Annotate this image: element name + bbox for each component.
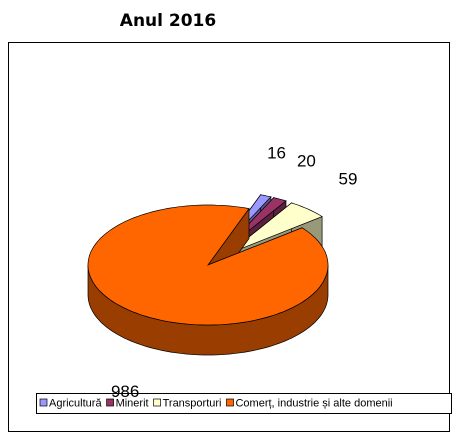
legend-box [36,393,452,414]
data-label: 986 [111,382,139,401]
legend-swatch [153,398,161,407]
legend-swatch [106,398,114,407]
legend-swatch [226,398,234,407]
legend-swatch [39,398,48,407]
slice [227,202,323,255]
data-label: 16 [267,143,286,162]
data-label: 20 [297,151,316,170]
legend-label: Transporturi [163,397,222,409]
slice [87,204,329,326]
chart-title: Anul 2016 [120,11,216,31]
legend-label: Comerț, industrie și alte domenii [235,397,392,409]
legend-label: Minerit [116,397,149,409]
data-label: 59 [339,170,358,189]
legend-label: Agricultură [49,397,102,409]
